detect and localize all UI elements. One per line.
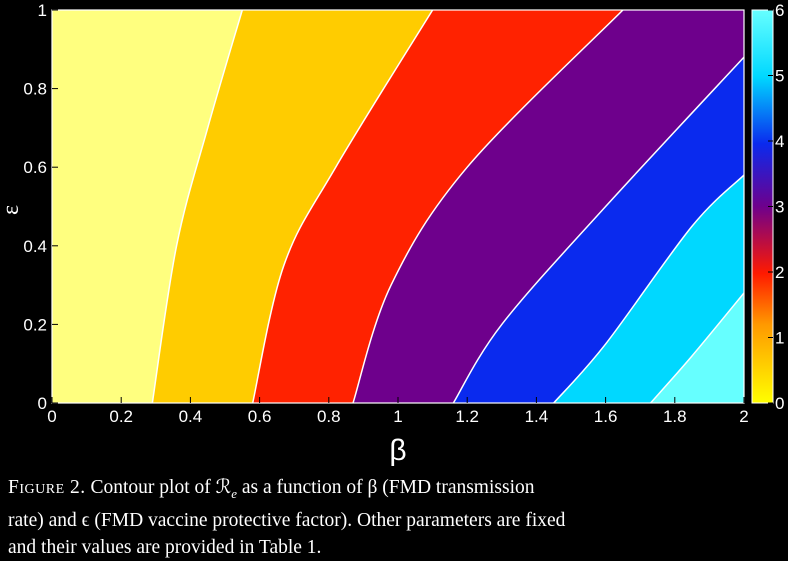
x-tick-label: 2: [739, 407, 748, 426]
x-tick-label: 0.8: [317, 407, 341, 426]
caption-subscript: e: [231, 485, 237, 501]
region->6: [650, 292, 744, 403]
colorbar-tick-label: 4: [775, 132, 784, 151]
y-axis: 0 0.2 0.4 0.6 0.8 1: [23, 1, 58, 413]
figure-label: Figure 2.: [8, 477, 86, 498]
y-tick-label: 0.4: [23, 237, 47, 256]
x-tick-label: 1.4: [525, 407, 549, 426]
x-tick-label: 1: [393, 407, 402, 426]
colorbar-tick-label: 3: [775, 198, 784, 217]
colorbar-tick-label: 5: [775, 67, 784, 86]
x-tick-label: 0.4: [179, 407, 203, 426]
x-tick-label: 1.6: [594, 407, 618, 426]
contour-line-5: [553, 174, 744, 403]
caption-text-1b: as a function of β (FMD transmission: [236, 477, 535, 498]
contour-line-3: [352, 10, 624, 403]
colorbar-tick-label: 6: [775, 1, 784, 20]
caption-line-3: and their values are provided in Table 1…: [8, 536, 322, 558]
contour-figure: 0 0.2 0.4 0.6 0.8 1 1.2 1.4 1.6 1.8 2 0 0.2 0.4 0.6 0.…: [0, 1, 784, 467]
contour-regions: [52, 10, 744, 403]
x-axis: 0 0.2 0.4 0.6 0.8 1 1.2 1.4 1.6 1.8 2: [47, 397, 749, 426]
x-tick-label: 0.6: [248, 407, 272, 426]
x-tick-label: 1.8: [663, 407, 687, 426]
contour-lines: [151, 10, 744, 403]
y-tick-label: 1: [38, 1, 47, 20]
x-tick-label: 1.2: [455, 407, 479, 426]
caption-line-2: rate) and ϵ (FMD vaccine protective fact…: [8, 509, 566, 531]
y-axis-label: ε: [0, 205, 24, 215]
y-tick-label: 0.8: [23, 80, 47, 99]
contour-line-2: [251, 10, 434, 403]
x-axis-label: β: [389, 434, 406, 467]
x-tick-label: 0.2: [109, 407, 133, 426]
contour-line-1: [151, 10, 244, 403]
contour-line-6: [650, 292, 744, 403]
figure-caption: Figure 2. Contour plot of ℛe as a functi…: [8, 474, 780, 561]
colorbar-ticks: 0 1 2 3 4 5 6: [768, 1, 784, 413]
y-tick-label: 0.2: [23, 315, 47, 334]
colorbar-tick-label: 2: [775, 263, 784, 282]
caption-line-1: Figure 2. Contour plot of ℛe as a functi…: [8, 474, 780, 507]
region-5-6: [553, 175, 744, 403]
caption-text-1: Contour plot of ℛ: [85, 477, 232, 498]
colorbar-tick-label: 0: [775, 394, 784, 413]
y-tick-label: 0.6: [23, 158, 47, 177]
colorbar-tick-label: 1: [775, 329, 784, 348]
x-tick-label: 0: [47, 407, 56, 426]
y-tick-label: 0: [38, 394, 47, 413]
contour-line-4: [452, 56, 744, 403]
